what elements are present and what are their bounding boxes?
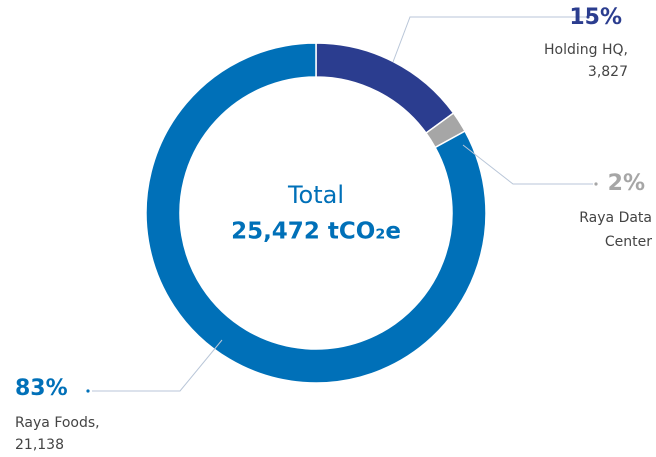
percent-label: 15%: [569, 5, 622, 30]
center-title: Total: [287, 181, 344, 209]
category-label: Raya Foods,: [15, 415, 100, 431]
leader-dot: [586, 15, 590, 19]
center-value: 25,472 tCO₂e: [231, 219, 401, 245]
leader-line: [392, 16, 586, 63]
percent-label: 2%: [608, 171, 645, 196]
leader-line: [462, 144, 593, 185]
category-label: Holding HQ,: [544, 42, 628, 58]
amount-label: 3,827: [588, 64, 628, 80]
percent-label: 83%: [15, 376, 68, 401]
slice: [145, 42, 487, 384]
category-label: Raya Data Center: [579, 210, 652, 250]
leader-line: [92, 339, 223, 392]
leader-dot: [86, 389, 90, 393]
background: [146, 43, 486, 383]
amount-label: 21,138: [15, 437, 64, 453]
leader-dot: [594, 182, 598, 186]
